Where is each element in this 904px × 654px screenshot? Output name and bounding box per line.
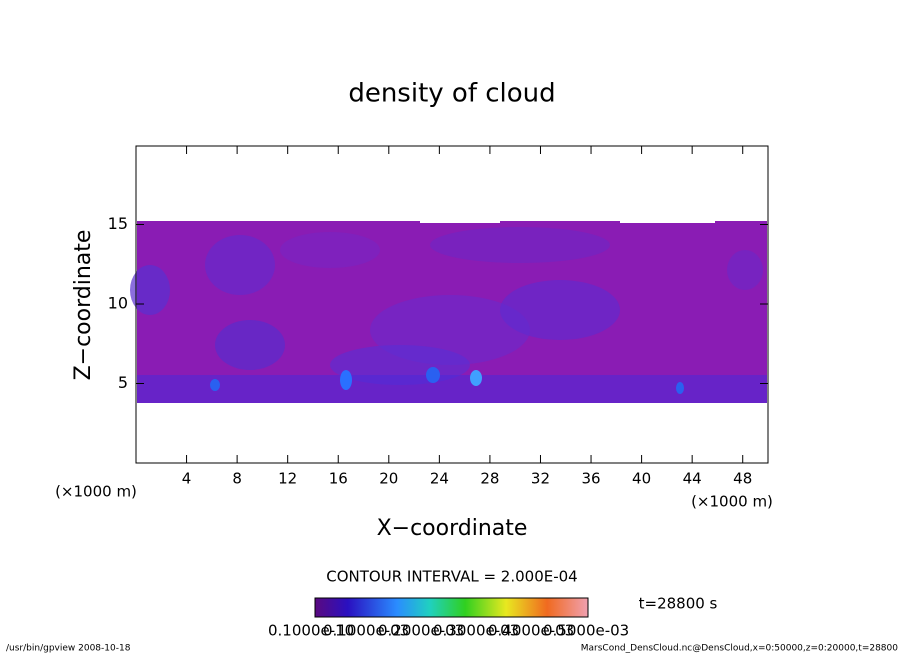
x-tick-label: 8 [232, 470, 242, 488]
x-tick-label: 48 [733, 470, 752, 488]
x-tick-label: 40 [632, 470, 651, 488]
x-tick-label: 36 [581, 470, 600, 488]
colorbar [314, 597, 589, 618]
x-tick-label: 24 [430, 470, 449, 488]
time-label: t=28800 s [639, 595, 718, 613]
contour-field [130, 219, 767, 405]
footer-right: MarsCond_DensCloud.nc@DensCloud,x=0:5000… [581, 644, 898, 654]
x-tick-label: 44 [683, 470, 702, 488]
colorbar-label: 0.1000e-03 [323, 622, 409, 640]
x-unit-label: (×1000 m) [55, 483, 137, 501]
colorbar-label: 0.5000e-03 [543, 622, 629, 640]
y-tick-label: 15 [108, 214, 128, 233]
x-tick-label: 28 [480, 470, 499, 488]
x-tick-label: 12 [278, 470, 297, 488]
colorbar-label: 0.1000e-10 [268, 622, 354, 640]
y-tick-label: 5 [118, 373, 128, 392]
colorbar-label: 0.4000e-03 [488, 622, 574, 640]
chart-title: density of cloud [348, 79, 555, 109]
footer-left: /usr/bin/gpview 2008-10-18 [6, 644, 131, 654]
x-tick-label: 16 [329, 470, 348, 488]
x-tick-label: 32 [531, 470, 550, 488]
colorbar-label: 0.3000e-03 [433, 622, 519, 640]
x-tick-label: 20 [379, 470, 398, 488]
x-tick-label: 4 [182, 470, 192, 488]
colorbar-label: 0.2000e-03 [378, 622, 464, 640]
contour-interval: CONTOUR INTERVAL = 2.000E-04 [326, 568, 577, 586]
y-tick-label: 10 [108, 294, 128, 313]
y-axis-label: Z−coordinate [71, 230, 96, 381]
x-unit-label: (×1000 m) [691, 493, 773, 511]
x-axis-label: X−coordinate [377, 516, 528, 541]
